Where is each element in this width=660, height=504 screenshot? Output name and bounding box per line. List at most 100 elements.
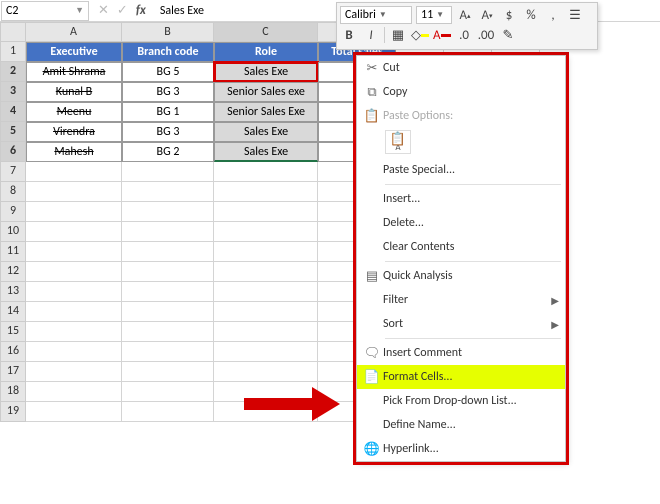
increase-font-icon[interactable]: A▴ <box>456 6 474 24</box>
cell[interactable]: Sales Exe <box>214 142 318 162</box>
row-header[interactable]: 4 <box>0 102 26 122</box>
menu-clear-contents[interactable]: Clear Contents <box>357 235 565 259</box>
row-header[interactable]: 1 <box>0 42 26 62</box>
cell[interactable]: Executive <box>26 42 122 62</box>
cell[interactable] <box>26 402 122 422</box>
menu-define-name[interactable]: Define Name... <box>357 413 565 437</box>
formula-input[interactable] <box>154 4 297 18</box>
cell[interactable] <box>122 382 214 402</box>
row-header[interactable]: 18 <box>0 382 26 402</box>
confirm-icon[interactable]: ✓ <box>117 3 128 18</box>
col-header-c[interactable]: C <box>214 22 318 42</box>
cell[interactable] <box>214 202 318 222</box>
cell[interactable] <box>214 302 318 322</box>
currency-icon[interactable]: $ <box>500 6 518 24</box>
cell[interactable]: Mahesh <box>26 142 122 162</box>
cell[interactable]: BG 1 <box>122 102 214 122</box>
decrease-font-icon[interactable]: A▾ <box>478 6 496 24</box>
cell[interactable] <box>26 362 122 382</box>
cell[interactable] <box>214 182 318 202</box>
cell[interactable]: BG 3 <box>122 122 214 142</box>
row-header[interactable]: 9 <box>0 202 26 222</box>
row-header[interactable]: 19 <box>0 402 26 422</box>
cell[interactable]: BG 2 <box>122 142 214 162</box>
cell[interactable]: BG 3 <box>122 82 214 102</box>
cell[interactable]: Sales Exe <box>214 122 318 142</box>
row-header[interactable]: 17 <box>0 362 26 382</box>
paste-option-default[interactable]: A <box>385 130 411 154</box>
cell[interactable] <box>122 302 214 322</box>
cell[interactable]: BG 5 <box>122 62 214 82</box>
cell[interactable] <box>214 342 318 362</box>
menu-copy[interactable]: ⧉ Copy <box>357 80 565 104</box>
row-header[interactable]: 11 <box>0 242 26 262</box>
menu-pick-from-list[interactable]: Pick From Drop-down List... <box>357 389 565 413</box>
cell[interactable] <box>26 162 122 182</box>
menu-sort[interactable]: Sort ▶ <box>357 312 565 336</box>
percent-icon[interactable]: % <box>522 6 540 24</box>
cell[interactable] <box>26 282 122 302</box>
format-painter-icon[interactable]: ✎ <box>499 26 517 44</box>
row-header[interactable]: 10 <box>0 222 26 242</box>
menu-paste-special[interactable]: Paste Special... <box>357 158 565 182</box>
row-header[interactable]: 8 <box>0 182 26 202</box>
cell[interactable] <box>214 322 318 342</box>
select-all-corner[interactable] <box>0 22 26 42</box>
cell[interactable] <box>122 162 214 182</box>
menu-insert-comment[interactable]: 🗨 Insert Comment <box>357 341 565 365</box>
row-header[interactable]: 14 <box>0 302 26 322</box>
menu-format-cells[interactable]: 📄 Format Cells... <box>357 365 565 389</box>
merge-icon[interactable]: ☰ <box>566 6 584 24</box>
cell[interactable]: Sales Exe <box>214 62 318 82</box>
cell[interactable] <box>122 242 214 262</box>
row-header[interactable]: 12 <box>0 262 26 282</box>
row-header[interactable]: 2 <box>0 62 26 82</box>
cell[interactable] <box>26 182 122 202</box>
cell[interactable]: Virendra <box>26 122 122 142</box>
cell[interactable]: Senior Sales Exe <box>214 102 318 122</box>
italic-button[interactable]: I <box>362 26 380 44</box>
font-name-select[interactable]: Calibri ▼ <box>340 6 412 24</box>
cell[interactable] <box>26 222 122 242</box>
comma-icon[interactable]: , <box>544 6 562 24</box>
menu-filter[interactable]: Filter ▶ <box>357 288 565 312</box>
chevron-down-icon[interactable]: ▼ <box>75 5 84 16</box>
row-header[interactable]: 6 <box>0 142 26 162</box>
name-box[interactable]: C2 ▼ <box>1 1 89 21</box>
cell[interactable] <box>122 262 214 282</box>
cell[interactable] <box>214 282 318 302</box>
col-header-a[interactable]: A <box>26 22 122 42</box>
menu-quick-analysis[interactable]: ▤ Quick Analysis <box>357 264 565 288</box>
menu-insert[interactable]: Insert... <box>357 187 565 211</box>
bold-button[interactable]: B <box>340 26 358 44</box>
increase-decimal-icon[interactable]: .00 <box>477 26 495 44</box>
cell[interactable] <box>122 182 214 202</box>
menu-cut[interactable]: ✂ Cut <box>357 56 565 80</box>
row-header[interactable]: 3 <box>0 82 26 102</box>
font-size-select[interactable]: 11 ▼ <box>416 6 452 24</box>
decrease-decimal-icon[interactable]: .0 <box>455 26 473 44</box>
border-icon[interactable]: ▦ <box>389 26 407 44</box>
cell[interactable] <box>26 262 122 282</box>
cell[interactable]: Role <box>214 42 318 62</box>
cancel-icon[interactable]: ✕ <box>98 3 109 18</box>
cell[interactable]: Senior Sales exe <box>214 82 318 102</box>
fill-color-icon[interactable]: ◇ <box>411 26 429 44</box>
row-header[interactable]: 13 <box>0 282 26 302</box>
cell[interactable]: Branch code <box>122 42 214 62</box>
cell[interactable] <box>26 242 122 262</box>
menu-hyperlink[interactable]: 🌐 Hyperlink... <box>357 437 565 461</box>
cell[interactable] <box>214 222 318 242</box>
cell[interactable] <box>214 162 318 182</box>
cell[interactable] <box>26 322 122 342</box>
font-color-icon[interactable]: A <box>433 26 451 44</box>
cell[interactable] <box>26 202 122 222</box>
cell[interactable]: Amit Shrama <box>26 62 122 82</box>
cell[interactable] <box>26 342 122 362</box>
row-header[interactable]: 15 <box>0 322 26 342</box>
cell[interactable] <box>26 382 122 402</box>
menu-delete[interactable]: Delete... <box>357 211 565 235</box>
col-header-b[interactable]: B <box>122 22 214 42</box>
cell[interactable]: Meenu <box>26 102 122 122</box>
cell[interactable] <box>122 362 214 382</box>
